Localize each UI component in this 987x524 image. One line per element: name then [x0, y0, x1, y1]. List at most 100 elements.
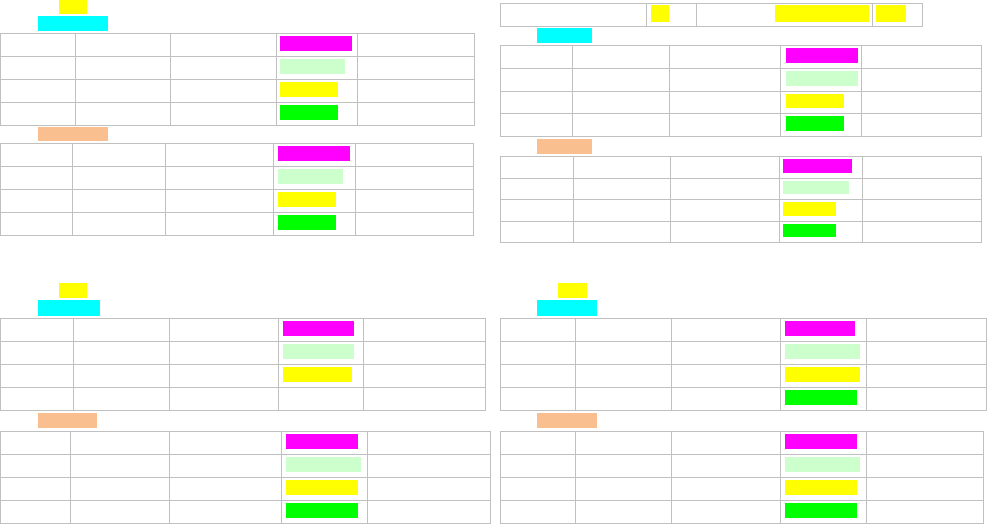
data-table	[500, 431, 984, 524]
data-table	[500, 45, 982, 137]
status-bar-green	[785, 390, 857, 405]
status-bar-magenta	[785, 321, 855, 336]
data-table	[500, 318, 987, 411]
header-block	[537, 300, 597, 316]
row-divider	[501, 199, 981, 200]
column-divider	[866, 432, 867, 523]
row-divider	[501, 500, 983, 501]
status-bar-green	[783, 224, 836, 237]
status-bar-magenta	[783, 159, 852, 173]
status-bar-light-green	[283, 344, 354, 359]
row-divider	[501, 341, 986, 342]
status-bar-magenta	[283, 321, 354, 336]
row-divider	[1, 341, 485, 342]
column-divider	[363, 319, 364, 410]
status-bar-green	[785, 503, 857, 518]
row-divider	[1, 477, 490, 478]
row-divider	[501, 67, 981, 69]
column-divider	[169, 432, 170, 523]
status-bar-yellow	[286, 480, 358, 495]
row-divider	[501, 477, 983, 478]
data-table	[500, 156, 982, 243]
column-divider	[669, 46, 670, 136]
data-table	[0, 143, 474, 236]
column-divider	[573, 157, 574, 242]
column-divider	[872, 4, 873, 26]
column-divider	[671, 432, 672, 523]
column-divider	[169, 319, 170, 410]
status-bar-magenta	[286, 434, 358, 449]
row-divider	[501, 387, 986, 388]
column-divider	[670, 157, 671, 242]
column-divider	[278, 319, 279, 410]
status-bar-light-green	[286, 457, 361, 472]
data-table	[0, 33, 475, 126]
header-block	[38, 16, 108, 31]
header-table	[500, 3, 923, 27]
status-bar-yellow	[785, 480, 857, 495]
row-divider	[501, 220, 981, 222]
column-divider	[866, 319, 867, 410]
column-divider	[861, 46, 862, 136]
column-divider	[355, 144, 356, 235]
status-bar-magenta	[278, 146, 350, 161]
row-divider	[501, 364, 986, 365]
column-divider	[367, 432, 368, 523]
column-divider	[671, 319, 672, 410]
row-divider	[1, 500, 490, 501]
data-table	[0, 431, 491, 524]
section-block	[38, 413, 97, 428]
status-bar-light-green	[786, 71, 858, 86]
column-divider	[780, 319, 781, 410]
row-divider	[1, 212, 473, 213]
status-bar-magenta	[280, 36, 352, 51]
title-block	[59, 0, 87, 14]
section-block	[537, 413, 597, 428]
data-table	[0, 318, 486, 411]
title-block	[59, 283, 87, 298]
top-block	[775, 5, 869, 22]
column-divider	[165, 144, 166, 235]
status-bar-light-green	[278, 169, 343, 184]
column-divider	[276, 34, 277, 125]
section-block	[537, 139, 592, 154]
status-bar-light-green	[785, 344, 860, 359]
row-divider	[501, 113, 981, 115]
column-divider	[75, 34, 76, 125]
row-divider	[1, 56, 474, 57]
column-divider	[357, 34, 358, 125]
status-bar-green	[286, 503, 358, 518]
column-divider	[70, 432, 71, 523]
row-divider	[1, 189, 473, 190]
status-bar-light-green	[280, 59, 345, 74]
status-bar-yellow	[280, 82, 338, 97]
status-bar-yellow	[786, 94, 844, 108]
section-block	[38, 127, 108, 141]
status-bar-yellow	[283, 367, 352, 382]
row-divider	[1, 79, 474, 80]
column-divider	[696, 4, 697, 26]
row-divider	[1, 102, 474, 103]
row-divider	[501, 90, 981, 92]
column-divider	[281, 432, 282, 523]
status-bar-light-green	[785, 457, 860, 472]
column-divider	[170, 34, 171, 125]
top-block	[876, 5, 906, 22]
row-divider	[1, 364, 485, 365]
column-divider	[575, 319, 576, 410]
column-divider	[72, 144, 73, 235]
status-bar-magenta	[786, 48, 858, 63]
status-bar-yellow	[785, 367, 860, 382]
row-divider	[1, 454, 490, 455]
status-bar-yellow	[783, 202, 836, 216]
header-block	[537, 28, 592, 43]
column-divider	[575, 432, 576, 523]
row-divider	[1, 166, 473, 167]
header-block	[38, 300, 100, 316]
status-bar-green	[278, 215, 336, 230]
row-divider	[501, 177, 981, 179]
column-divider	[862, 157, 863, 242]
column-divider	[572, 46, 573, 136]
column-divider	[780, 432, 781, 523]
column-divider	[273, 144, 274, 235]
